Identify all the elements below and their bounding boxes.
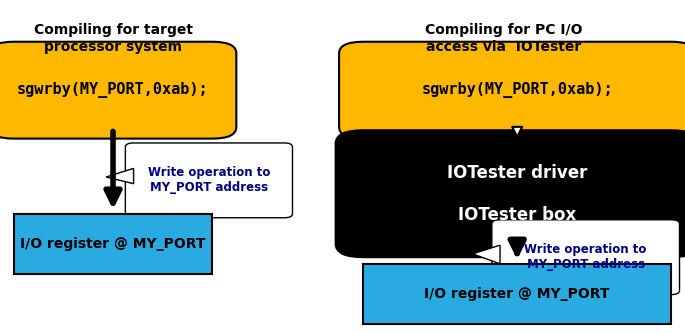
Bar — [363, 264, 671, 324]
Text: Compiling for target
processor system: Compiling for target processor system — [34, 23, 192, 53]
Bar — [14, 214, 212, 274]
FancyBboxPatch shape — [0, 42, 236, 139]
Polygon shape — [106, 168, 134, 184]
Text: Write operation to
MY_PORT address: Write operation to MY_PORT address — [148, 166, 270, 194]
Text: I/O register @ MY_PORT: I/O register @ MY_PORT — [21, 237, 206, 251]
Text: sgwrby(MY_PORT,0xab);: sgwrby(MY_PORT,0xab); — [421, 82, 613, 98]
FancyBboxPatch shape — [336, 130, 685, 257]
Text: Write operation to
MY_PORT address: Write operation to MY_PORT address — [525, 243, 647, 271]
FancyBboxPatch shape — [339, 42, 685, 139]
FancyBboxPatch shape — [125, 143, 292, 218]
Text: I/O register @ MY_PORT: I/O register @ MY_PORT — [425, 287, 610, 301]
Polygon shape — [473, 245, 500, 264]
Text: IOTester driver

IOTester box: IOTester driver IOTester box — [447, 164, 587, 223]
Text: sgwrby(MY_PORT,0xab);: sgwrby(MY_PORT,0xab); — [17, 82, 209, 98]
FancyBboxPatch shape — [492, 220, 680, 295]
Text: Compiling for PC I/O
access via  IOTester: Compiling for PC I/O access via IOTester — [425, 23, 582, 53]
